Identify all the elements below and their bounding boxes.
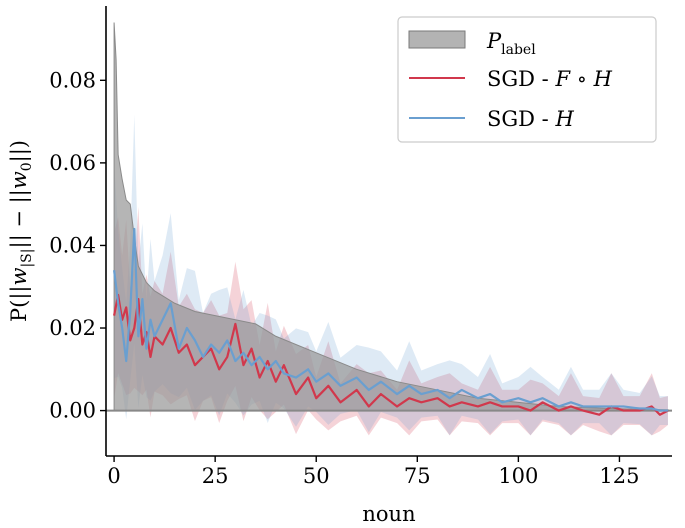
legend-entry-sgd-foh: SGD - F ∘ H — [487, 67, 613, 91]
y-tick-label: 0.02 — [49, 316, 96, 340]
legend-entry-label-area: Plabel — [486, 29, 536, 58]
y-tick-label: 0.08 — [49, 68, 96, 92]
y-axis-label: P(||w|S||| − ||w0||) — [7, 140, 35, 322]
x-tick-label: 75 — [404, 464, 431, 488]
x-tick-label: 50 — [303, 464, 330, 488]
legend-entry-sgd-h: SGD - H — [487, 107, 574, 131]
x-tick-label: 125 — [599, 464, 639, 488]
y-tick-label: 0.06 — [49, 151, 96, 175]
legend-swatch-label-area — [408, 30, 466, 49]
y-tick-label: 0.04 — [49, 233, 96, 257]
legend: Plabel SGD - F ∘ H SGD - H — [397, 16, 657, 143]
x-axis-label: noun — [362, 502, 415, 526]
x-tick-label: 25 — [202, 464, 229, 488]
series-lines — [112, 227, 669, 416]
y-tick-label: 0.00 — [49, 399, 96, 423]
x-tick-label: 100 — [498, 464, 538, 488]
x-ticks: 0 25 50 75 100 125 — [107, 456, 639, 488]
line-sgd-h — [112, 227, 668, 412]
y-ticks: 0.00 0.02 0.04 0.06 0.08 — [49, 68, 106, 423]
x-tick-label: 0 — [107, 464, 120, 488]
line-sgd-f-h — [113, 293, 669, 416]
plot-area — [106, 22, 672, 436]
